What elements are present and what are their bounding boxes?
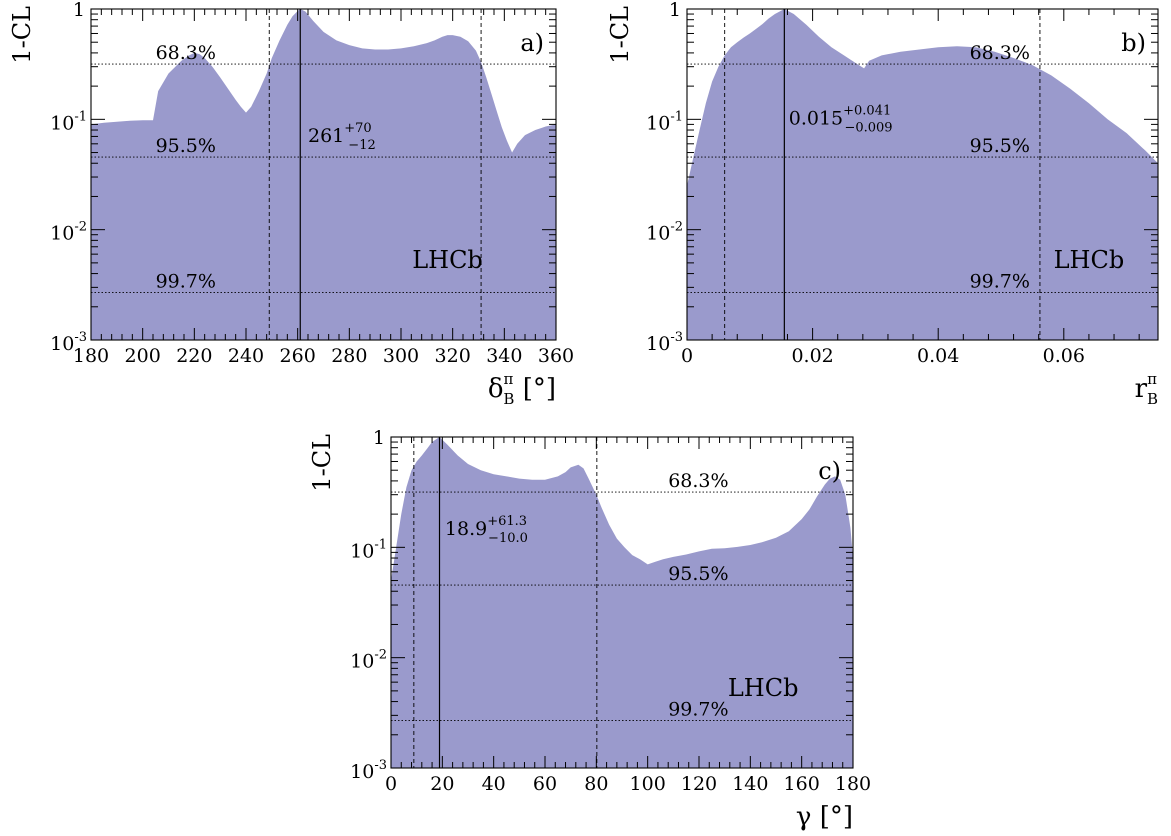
x-tick-label: 0.04 bbox=[917, 345, 959, 367]
y-tick-label: 1 bbox=[73, 0, 85, 21]
y-axis-label: 1-CL bbox=[308, 434, 336, 492]
x-tick-label: 220 bbox=[176, 345, 212, 367]
best-fit-label: 0.015+0.041 −0.009 bbox=[789, 103, 893, 135]
y-tick-label: 10-1 bbox=[350, 537, 387, 562]
x-tick-label: 300 bbox=[383, 345, 419, 367]
x-tick-label: 0 bbox=[681, 345, 693, 367]
x-axis-label: γ [°] bbox=[796, 802, 853, 832]
y-tick-label: 10-3 bbox=[646, 330, 683, 355]
x-tick-label: 0.06 bbox=[1043, 345, 1085, 367]
x-tick-label: 200 bbox=[125, 345, 161, 367]
x-tick-label: 280 bbox=[331, 345, 367, 367]
cl-area bbox=[687, 9, 1158, 340]
panel-label: b) bbox=[1121, 29, 1146, 57]
panel-c: 0 20 40 60 80 100 120 140 160 180 1 10-1 10-2 10-3 1-C… bbox=[308, 427, 871, 832]
panel-label: a) bbox=[520, 29, 544, 57]
cl-label: 68.3% bbox=[668, 470, 728, 492]
panel-a: 180 200 220 240 260 280 300 320 340 360 1 10-1 10-2 1… bbox=[8, 0, 574, 408]
x-tick-label: 40 bbox=[482, 773, 506, 795]
panel-label: c) bbox=[818, 457, 841, 485]
cl-label: 95.5% bbox=[970, 135, 1030, 157]
cl-area bbox=[391, 437, 853, 768]
plot-frame bbox=[390, 436, 854, 769]
panel-b: 0 0.02 0.04 0.06 1 10-1 10-2 10-3 1-CL rπ B 68.3% 95… bbox=[606, 0, 1159, 408]
x-tick-label: 20 bbox=[430, 773, 454, 795]
y-tick-label: 10-1 bbox=[50, 109, 87, 134]
x-tick-label: 360 bbox=[538, 345, 574, 367]
x-tick-label: 340 bbox=[486, 345, 522, 367]
x-tick-label: 120 bbox=[681, 773, 717, 795]
plot-frame bbox=[90, 8, 557, 341]
lhcb-label: LHCb bbox=[1054, 246, 1125, 274]
x-tick-label: 0.02 bbox=[791, 345, 833, 367]
y-tick-label: 10-2 bbox=[50, 220, 87, 245]
y-tick-label: 10-2 bbox=[646, 220, 683, 245]
best-fit-label: 18.9+61.3 −10.0 bbox=[445, 514, 528, 546]
cl-label: 99.7% bbox=[668, 698, 728, 720]
cl-label: 99.7% bbox=[156, 270, 216, 292]
x-tick-label: 260 bbox=[280, 345, 316, 367]
x-tick-label: 240 bbox=[228, 345, 264, 367]
x-tick-label: 100 bbox=[630, 773, 666, 795]
y-tick-label: 10-3 bbox=[50, 330, 87, 355]
x-axis-label: rπ B bbox=[1135, 370, 1158, 408]
cl-area bbox=[91, 9, 556, 340]
y-tick-label: 10-2 bbox=[350, 648, 387, 673]
x-tick-label: 60 bbox=[533, 773, 557, 795]
best-fit-label: 261+70 −12 bbox=[308, 121, 376, 153]
x-tick-label: 80 bbox=[584, 773, 608, 795]
y-tick-label: 1 bbox=[373, 427, 385, 449]
x-tick-label: 160 bbox=[784, 773, 820, 795]
x-tick-label: 180 bbox=[73, 345, 109, 367]
cl-label: 95.5% bbox=[668, 563, 728, 585]
cl-label: 99.7% bbox=[970, 270, 1030, 292]
cl-label: 68.3% bbox=[156, 42, 216, 64]
cl-label: 95.5% bbox=[156, 135, 216, 157]
y-tick-label: 1 bbox=[669, 0, 681, 21]
x-tick-label: 0 bbox=[385, 773, 397, 795]
lhcb-label: LHCb bbox=[412, 246, 483, 274]
x-tick-label: 140 bbox=[732, 773, 768, 795]
x-tick-label: 320 bbox=[435, 345, 471, 367]
plot-frame bbox=[686, 8, 1159, 341]
y-axis-label: 1-CL bbox=[606, 6, 634, 64]
x-axis-label: δπ B [°] bbox=[488, 370, 556, 408]
y-tick-label: 10-1 bbox=[646, 109, 683, 134]
y-tick-label: 10-3 bbox=[350, 758, 387, 783]
lhcb-label: LHCb bbox=[728, 674, 799, 702]
cl-label: 68.3% bbox=[970, 42, 1030, 64]
y-axis-label: 1-CL bbox=[8, 6, 36, 64]
x-tick-label: 180 bbox=[835, 773, 871, 795]
